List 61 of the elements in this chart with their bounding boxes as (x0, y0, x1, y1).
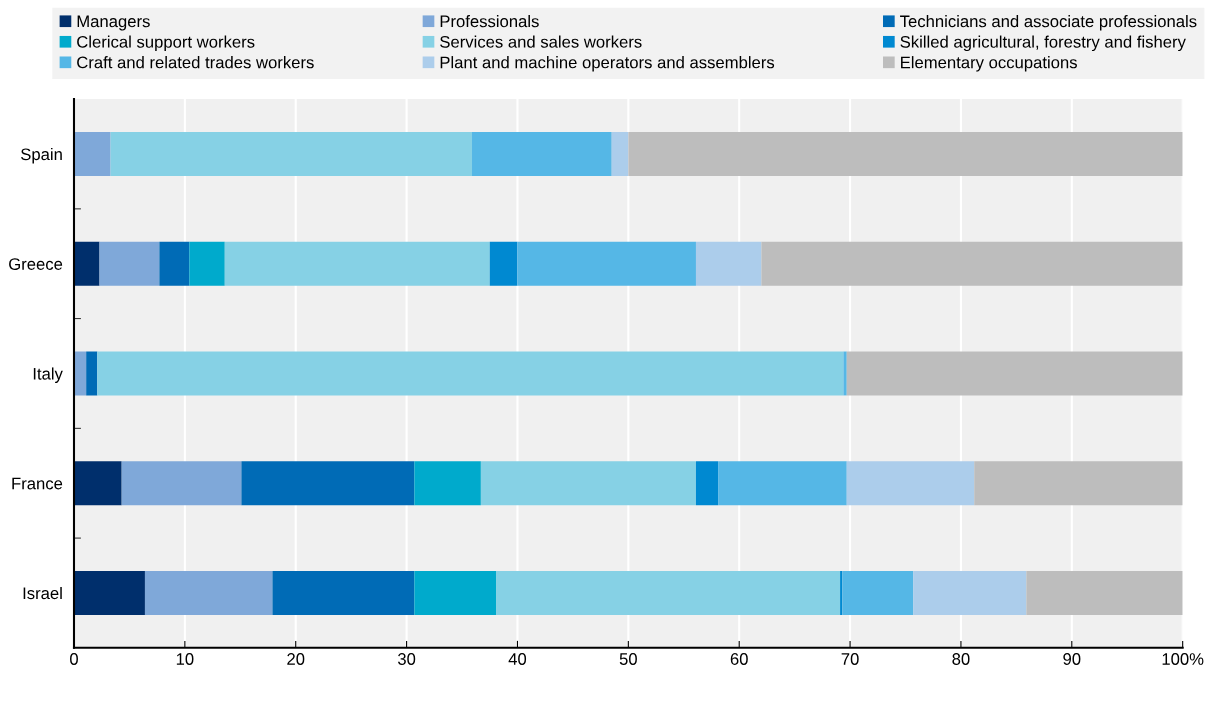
x-tick-label: 50 (619, 653, 637, 665)
legend-label: Elementary occupations (901, 56, 1077, 72)
y-tick-label: Spain (21, 147, 62, 164)
bar (846, 351, 1183, 396)
x-tick-label: 30 (397, 653, 416, 665)
bar (695, 461, 719, 506)
bar (121, 461, 242, 506)
bar (414, 571, 497, 615)
x-tick-label: 60 (730, 653, 748, 665)
bar (73, 132, 111, 176)
bar (913, 571, 1027, 615)
bar (843, 351, 847, 396)
bar (480, 461, 696, 506)
bar (974, 461, 1183, 506)
bar (189, 241, 225, 286)
legend-label: Professionals (440, 15, 539, 28)
bar (224, 241, 490, 286)
legend-label: Managers (77, 15, 150, 31)
legend-label: Plant and machine operators and assemblers (440, 56, 775, 72)
bar (414, 461, 481, 506)
bar (159, 241, 190, 286)
x-tick-label: 20 (287, 653, 305, 665)
bar (144, 571, 273, 615)
bar (842, 571, 914, 615)
bar (97, 351, 844, 396)
bar (241, 461, 415, 506)
bar (611, 132, 629, 176)
x-tick-label: 0 (70, 653, 78, 665)
bar (99, 241, 160, 286)
legend-label: Craft and related trades workers (77, 56, 314, 69)
legend-label: Services and sales workers (440, 35, 642, 48)
legend-label: Skilled agricultural, forestry and fishery (900, 35, 1186, 52)
bar (695, 241, 762, 286)
bar (496, 571, 841, 615)
bar (73, 571, 145, 615)
x-tick-label: 70 (841, 653, 859, 665)
x-tick-label: 40 (508, 653, 527, 665)
bar (472, 132, 612, 176)
bar (272, 571, 415, 615)
y-tick-label: France (12, 477, 63, 490)
y-tick-label: Italy (33, 367, 63, 383)
bar (489, 241, 518, 286)
bar (73, 241, 100, 286)
bar (73, 461, 122, 506)
bar (840, 571, 843, 615)
y-tick-label: Israel (23, 586, 62, 600)
bar (517, 241, 696, 286)
bar (1026, 571, 1183, 615)
bar (628, 132, 1183, 176)
legend-label: Clerical support workers (77, 35, 255, 52)
bar (110, 132, 473, 176)
bar (86, 351, 98, 396)
x-tick-label: 90 (1063, 653, 1081, 665)
x-tick-label: 10 (176, 653, 194, 665)
bar (761, 241, 1183, 286)
bar (718, 461, 847, 506)
legend-label: Technicians and associate professionals (900, 15, 1197, 31)
y-tick-label: Greece (9, 258, 63, 270)
x-tick-label: 100% (1162, 653, 1204, 665)
x-tick-label: 80 (952, 653, 970, 665)
bar (846, 461, 975, 506)
